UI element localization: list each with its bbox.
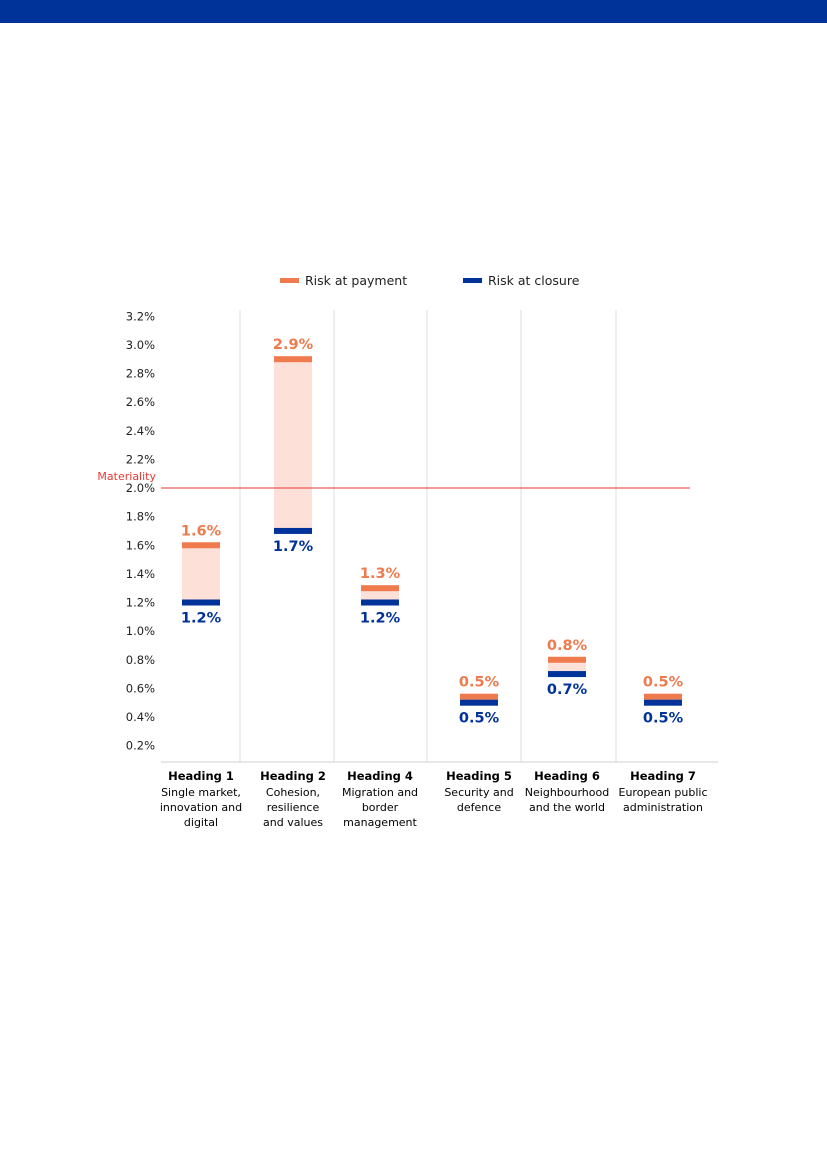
category-subtitle: resilience <box>267 801 320 814</box>
payment-value-label: 0.5% <box>459 675 500 691</box>
category-subtitle: Neighbourhood <box>525 786 609 799</box>
category-subtitle: and the world <box>529 801 605 814</box>
closure-mark <box>274 527 312 534</box>
closure-value-label: 0.7% <box>547 682 588 698</box>
y-axis-ticks: 0.2% 0.4% 0.6% 0.8% 1.0% 1.2% 1.4% 1.6% 1.8% 2.0%… <box>126 309 155 752</box>
x-axis-labels: Heading 1 Single market, innovation and dig… <box>160 769 708 829</box>
y-tick-label: 3.2% <box>126 309 155 323</box>
y-tick-label: 0.6% <box>126 681 155 695</box>
closure-mark <box>644 699 682 706</box>
closure-value-label: 0.5% <box>459 711 500 727</box>
y-tick-label: 1.0% <box>126 624 155 638</box>
y-tick-label: 2.2% <box>126 452 155 466</box>
top-banner <box>0 0 827 23</box>
y-tick-label: 2.6% <box>126 395 155 409</box>
payment-mark <box>548 656 586 663</box>
legend-label: Risk at payment <box>305 273 407 288</box>
y-tick-label: 1.4% <box>126 567 155 581</box>
payment-mark <box>274 356 312 363</box>
range-fill <box>361 588 399 603</box>
category-subtitle: border <box>362 801 399 814</box>
range-fill <box>548 659 586 675</box>
payment-value-label: 1.6% <box>181 523 222 539</box>
category-subtitle: management <box>343 816 417 829</box>
closure-mark <box>182 599 220 606</box>
payment-value-label: 1.3% <box>360 566 401 582</box>
closure-mark <box>548 671 586 678</box>
payment-value-label: 0.5% <box>643 675 684 691</box>
category-subtitle: and values <box>263 816 323 829</box>
y-tick-label: 2.0% <box>126 481 155 495</box>
y-tick-label: 1.6% <box>126 538 155 552</box>
y-tick-label: 2.8% <box>126 367 155 381</box>
category-subtitle: European public <box>619 786 708 799</box>
payment-mark <box>460 693 498 700</box>
legend: Risk at payment Risk at closure <box>280 273 580 288</box>
payment-mark <box>644 693 682 700</box>
category-title: Heading 4 <box>347 769 413 783</box>
category-title: Heading 2 <box>260 769 326 783</box>
y-tick-label: 2.4% <box>126 424 155 438</box>
materiality-label: Materiality <box>97 470 156 483</box>
category-subtitle: Migration and <box>342 786 418 799</box>
category-title: Heading 5 <box>446 769 512 783</box>
closure-value-label: 1.2% <box>181 611 222 627</box>
category-subtitle: administration <box>623 801 703 814</box>
column-separators <box>239 310 617 762</box>
closure-mark <box>460 699 498 706</box>
payment-mark <box>361 585 399 592</box>
legend-swatch <box>463 278 482 283</box>
category-title: Heading 6 <box>534 769 600 783</box>
category-title: Heading 7 <box>630 769 696 783</box>
category-subtitle: innovation and <box>160 801 242 814</box>
closure-mark <box>361 599 399 606</box>
y-tick-label: 0.2% <box>126 739 155 753</box>
y-tick-label: 0.8% <box>126 653 155 667</box>
y-tick-label: 3.0% <box>126 338 155 352</box>
category-subtitle: Security and <box>444 786 513 799</box>
category-subtitle: Single market, <box>161 786 241 799</box>
legend-swatch <box>280 278 299 283</box>
category-subtitle: defence <box>457 801 501 814</box>
y-tick-label: 1.2% <box>126 596 155 610</box>
range-fill <box>274 359 312 531</box>
closure-value-label: 1.2% <box>360 611 401 627</box>
category-subtitle: digital <box>184 816 218 829</box>
range-fill <box>182 545 220 603</box>
payment-mark <box>182 542 220 549</box>
payment-value-label: 0.8% <box>547 638 588 654</box>
category-subtitle: Cohesion, <box>266 786 320 799</box>
legend-label: Risk at closure <box>488 273 580 288</box>
value-marks: 1.6% 1.2% 2.9% 1.7% 1.3% 1.2% 0.5% 0.5% 0.8% 0.7%… <box>181 337 684 727</box>
range-fills <box>182 359 586 675</box>
y-tick-label: 0.4% <box>126 710 155 724</box>
closure-value-label: 1.7% <box>273 539 314 555</box>
payment-value-label: 2.9% <box>273 337 314 353</box>
closure-value-label: 0.5% <box>643 711 684 727</box>
y-tick-label: 1.8% <box>126 510 155 524</box>
category-title: Heading 1 <box>168 769 234 783</box>
